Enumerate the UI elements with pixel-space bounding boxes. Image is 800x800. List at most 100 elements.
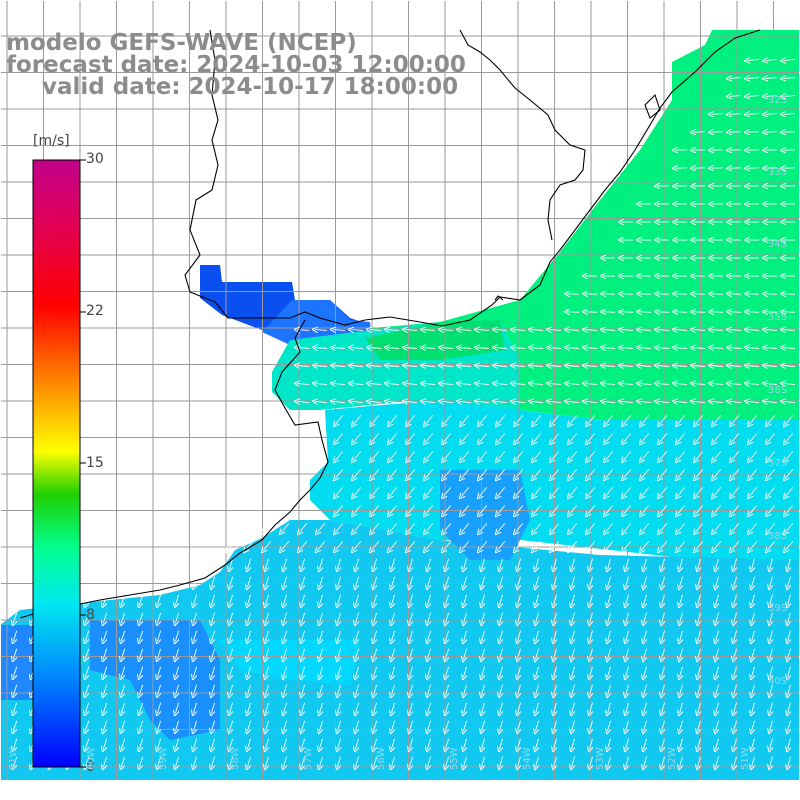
wind-arrow: [767, 469, 776, 478]
wind-arrow: [734, 666, 737, 678]
wind-arrow: [371, 451, 380, 460]
wind-arrow: [513, 366, 526, 367]
wind-arrow: [590, 576, 593, 588]
wind-arrow: [445, 630, 448, 642]
wind-arrow: [464, 648, 467, 660]
wind-arrow: [13, 648, 18, 659]
wind-arrow: [121, 702, 126, 713]
wind-arrow: [445, 666, 448, 678]
wind-arrow: [337, 666, 340, 678]
wind-arrow: [662, 666, 665, 678]
wind-arrow: [711, 330, 724, 331]
wind-arrow: [621, 383, 634, 384]
wind-arrow: [319, 630, 322, 642]
wind-arrow: [749, 451, 758, 460]
wind-arrow: [369, 366, 382, 367]
wind-arrow: [315, 330, 328, 331]
wind-arrow: [301, 558, 304, 570]
wind-arrow: [441, 366, 454, 367]
wind-arrow: [551, 433, 560, 442]
wind-arrow: [13, 756, 18, 767]
wind-arrow: [549, 348, 562, 349]
wind-arrow: [229, 738, 232, 750]
wind-arrow: [211, 756, 214, 768]
wind-arrow: [569, 415, 578, 424]
wind-arrow: [734, 738, 737, 750]
wind-arrow: [193, 738, 196, 750]
wind-arrow: [785, 415, 794, 424]
wind-arrow: [765, 294, 778, 295]
wind-arrow: [500, 756, 503, 768]
wind-arrow: [405, 348, 418, 349]
wind-arrow: [644, 558, 647, 570]
wind-arrow: [407, 415, 416, 424]
wind-arrow: [644, 666, 647, 678]
wind-arrow: [319, 558, 322, 570]
wind-arrow: [247, 684, 250, 696]
wind-arrow: [227, 541, 236, 550]
wind-arrow: [662, 576, 665, 588]
wind-arrow: [464, 558, 467, 570]
wind-arrow: [351, 348, 364, 349]
wind-arrow: [729, 401, 742, 402]
wind-arrow: [427, 702, 430, 714]
wind-arrow: [407, 523, 416, 532]
wind-arrow: [247, 756, 250, 768]
wind-arrow: [443, 415, 452, 424]
wind-arrow: [85, 756, 90, 767]
wind-arrow: [281, 523, 290, 532]
wind-arrow: [477, 348, 490, 349]
wind-arrow: [626, 720, 629, 732]
wind-arrow: [675, 312, 688, 313]
wind-arrow: [373, 648, 376, 660]
wind-arrow: [590, 612, 593, 624]
wind-arrow: [445, 558, 448, 570]
wind-arrow: [371, 541, 380, 550]
wind-arrow: [680, 558, 683, 570]
lat-label-38s: 38S: [768, 531, 788, 542]
wind-arrow: [536, 702, 539, 714]
wind-arrow: [497, 451, 506, 460]
wind-arrow: [536, 594, 539, 606]
wind-arrow: [13, 666, 18, 677]
wind-arrow: [337, 576, 340, 588]
wind-arrow: [590, 648, 593, 660]
wind-arrow: [788, 630, 791, 642]
wind-arrow: [608, 756, 611, 768]
wind-arrow: [425, 505, 434, 514]
wind-arrow: [409, 756, 412, 768]
wind-arrow: [103, 702, 108, 713]
wind-arrow: [301, 684, 304, 696]
wind-arrow: [716, 720, 719, 732]
wind-arrow: [554, 702, 557, 714]
wind-arrow: [677, 487, 686, 496]
wind-arrow: [698, 702, 701, 714]
wind-arrow: [549, 330, 562, 331]
wind-arrow: [319, 576, 322, 588]
wind-arrow: [229, 684, 232, 696]
wind-arrow: [373, 576, 376, 588]
wind-arrow: [391, 630, 394, 642]
wind-arrow: [657, 383, 670, 384]
wind-arrow: [747, 59, 760, 60]
wind-arrow: [608, 702, 611, 714]
wind-arrow: [500, 594, 503, 606]
wind-arrow: [752, 594, 755, 606]
wind-arrow: [731, 541, 740, 550]
wind-arrow: [265, 576, 268, 588]
wind-arrow: [788, 666, 791, 678]
wind-arrow: [477, 401, 490, 402]
wind-arrow: [680, 576, 683, 588]
wind-arrow: [572, 684, 575, 696]
wind-arrow: [662, 702, 665, 714]
wind-arrow: [283, 702, 286, 714]
wind-arrow: [783, 366, 796, 367]
wind-arrow: [85, 720, 90, 731]
wind-arrow: [299, 541, 308, 550]
wind-arrow: [479, 451, 488, 460]
wind-arrow: [443, 487, 452, 496]
wind-arrow: [515, 523, 524, 532]
wind-arrow: [315, 348, 328, 349]
wind-arrow: [752, 702, 755, 714]
wind-arrow: [711, 312, 724, 313]
